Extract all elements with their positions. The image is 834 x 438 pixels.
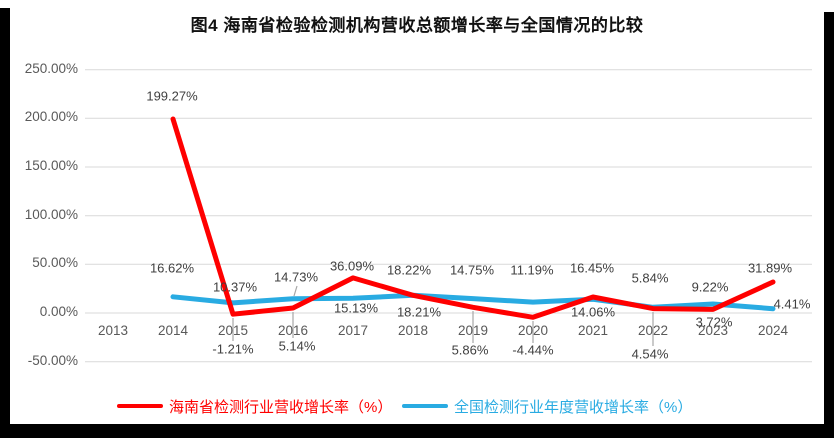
data-label: 15.13% xyxy=(333,300,379,316)
x-axis-label: 2021 xyxy=(577,323,609,338)
scan-artifact-bottom-border xyxy=(0,424,834,438)
y-axis-tick-label: -50.00% xyxy=(27,353,78,368)
data-label: 5.86% xyxy=(451,342,489,358)
y-axis-tick-label: 100.00% xyxy=(24,207,78,222)
data-label: 18.21% xyxy=(396,304,442,320)
data-label: 199.27% xyxy=(146,88,198,104)
data-label: 36.09% xyxy=(329,258,375,274)
data-label: 14.73% xyxy=(273,269,319,285)
data-label: -1.21% xyxy=(212,341,254,357)
data-label: 14.06% xyxy=(570,304,616,320)
y-axis-tick-label: 200.00% xyxy=(24,109,78,124)
x-axis-label: 2022 xyxy=(637,323,669,338)
scan-artifact-right-border xyxy=(824,12,834,438)
x-axis-label: 2023 xyxy=(697,323,729,338)
data-label: 5.84% xyxy=(631,270,669,286)
national-line-swatch xyxy=(402,403,448,409)
y-axis-tick-label: 50.00% xyxy=(32,255,78,270)
y-axis-tick-label: 0.00% xyxy=(39,304,78,319)
data-label: 14.75% xyxy=(449,262,495,278)
legend-item-national: 全国检测行业年度营收增长率（%） xyxy=(402,395,692,417)
x-axis-label: 2018 xyxy=(397,323,429,338)
x-axis-label: 2013 xyxy=(97,323,129,338)
data-label: 16.45% xyxy=(569,260,615,276)
series-line xyxy=(170,116,776,320)
series-line xyxy=(170,292,776,312)
label-leader-line xyxy=(293,285,298,297)
y-axis-tick-label: 250.00% xyxy=(24,61,78,76)
x-axis-label: 2020 xyxy=(517,323,549,338)
y-axis-tick-label: 150.00% xyxy=(24,158,78,173)
chart-legend: 海南省检测行业营收增长率（%） 全国检测行业年度营收增长率（%） xyxy=(0,395,834,417)
data-label: 9.22% xyxy=(691,279,729,295)
x-axis-label: 2016 xyxy=(277,323,309,338)
data-label: 16.62% xyxy=(149,260,195,276)
x-axis-label: 2015 xyxy=(217,323,249,338)
scan-artifact-left-border xyxy=(0,8,10,438)
data-label: 18.22% xyxy=(386,262,432,278)
x-axis-label: 2024 xyxy=(757,323,789,338)
data-label: 5.14% xyxy=(278,338,316,354)
chart-title: 图4 海南省检验检测机构营收总额增长率与全国情况的比较 xyxy=(190,16,644,35)
legend-label-hainan: 海南省检测行业营收增长率（%） xyxy=(169,398,393,416)
data-label: 31.89% xyxy=(747,260,793,276)
data-label: 3.72% xyxy=(695,314,733,330)
data-label: 4.41% xyxy=(773,296,811,312)
data-label: 10.37% xyxy=(212,279,258,295)
data-label: 4.54% xyxy=(631,346,669,362)
x-axis-label: 2014 xyxy=(157,323,189,338)
hainan-line-swatch xyxy=(117,403,163,409)
data-label: -4.44% xyxy=(512,342,554,358)
legend-label-national: 全国检测行业年度营收增长率（%） xyxy=(454,398,693,416)
legend-item-hainan: 海南省检测行业营收增长率（%） xyxy=(117,395,392,417)
x-axis-label: 2017 xyxy=(337,323,369,338)
data-label: 11.19% xyxy=(510,262,554,278)
x-axis-label: 2019 xyxy=(457,323,489,338)
